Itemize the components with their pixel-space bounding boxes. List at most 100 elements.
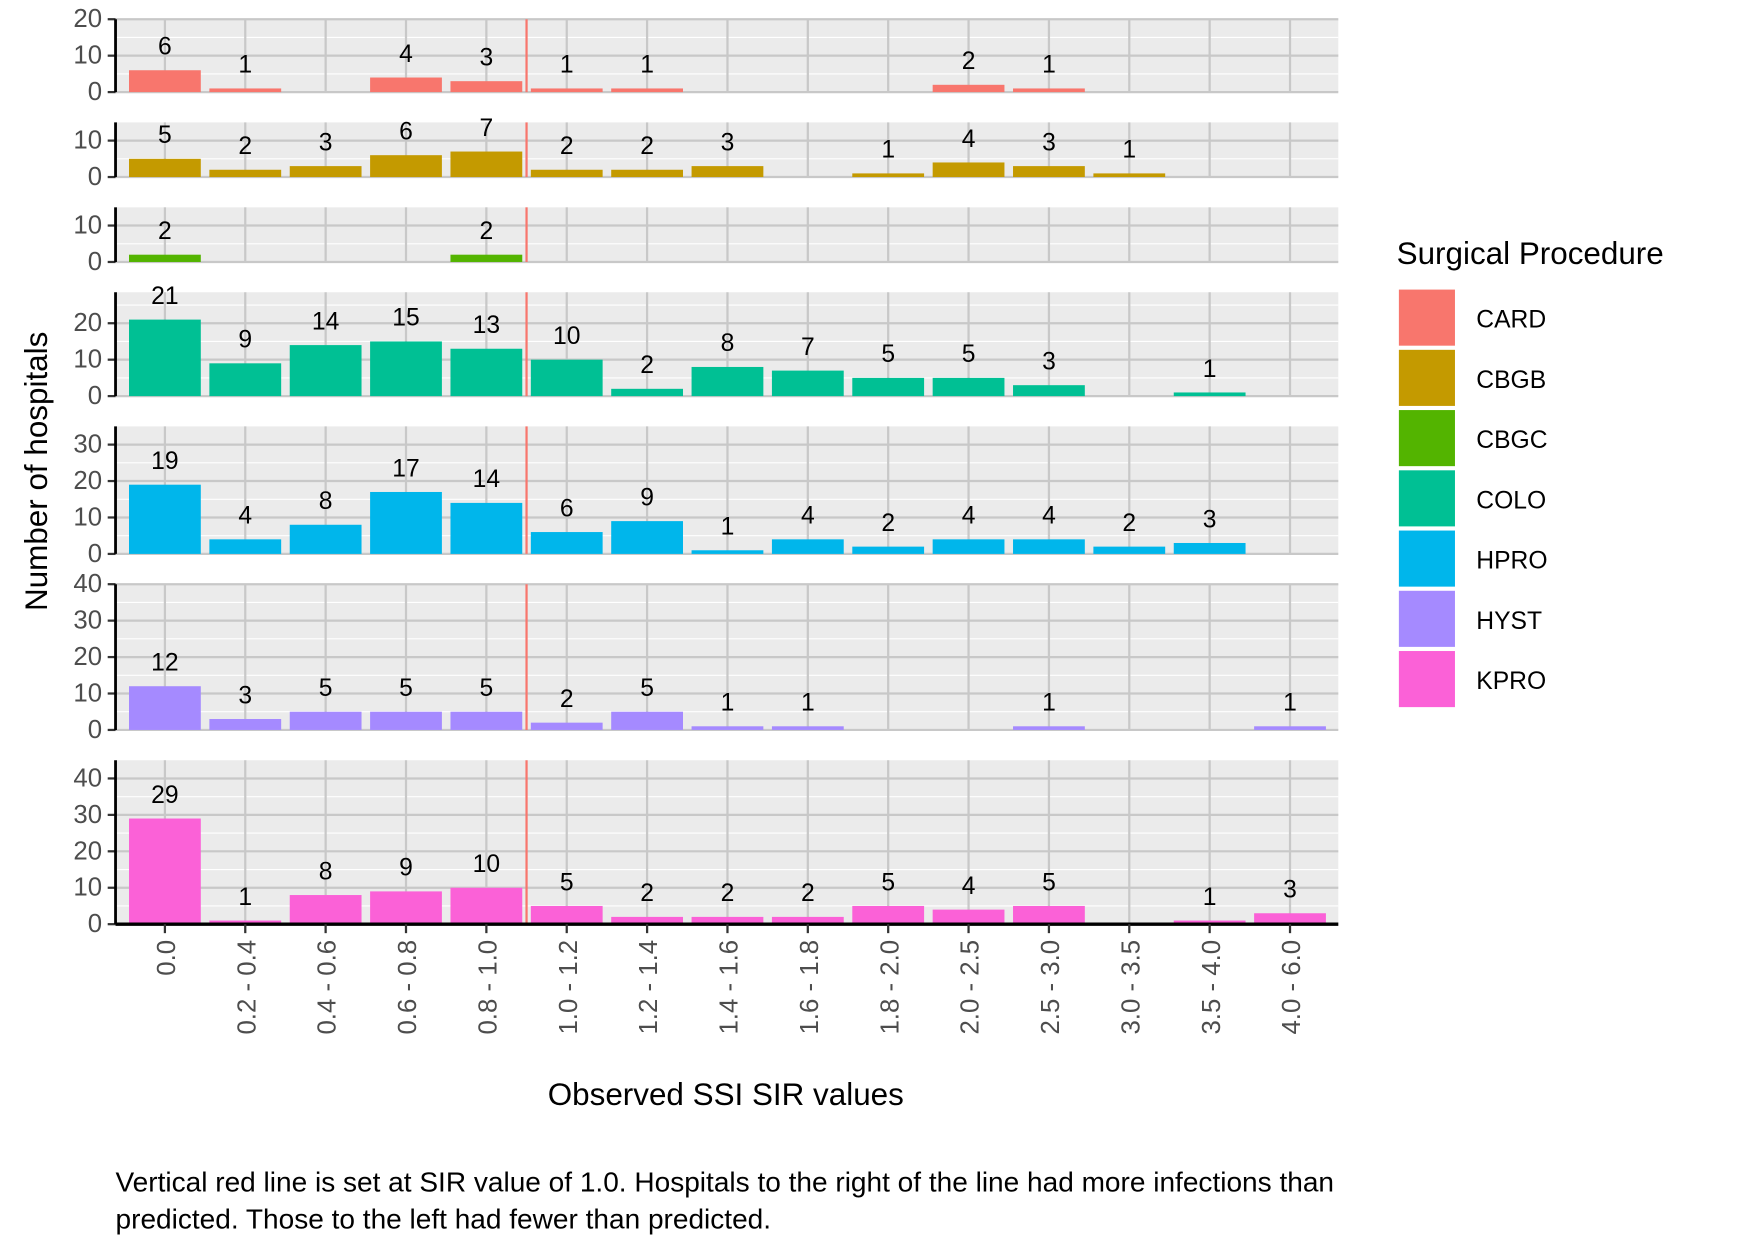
legend-swatch: [1398, 590, 1455, 647]
bar-colo: [289, 345, 362, 397]
data-label: 2: [801, 880, 815, 907]
data-label: 10: [473, 851, 500, 878]
bar-card: [530, 88, 603, 93]
bar-colo: [209, 363, 282, 397]
y-tick-label: 0: [88, 382, 102, 410]
legend-item-hpro: HPRO: [1398, 530, 1548, 587]
bar-hpro: [1093, 546, 1166, 554]
bar-colo: [771, 370, 844, 397]
data-label: 1: [1042, 52, 1056, 79]
caption-line-2: predicted. Those to the left had fewer t…: [116, 1204, 772, 1235]
bar-kpro: [530, 905, 603, 925]
bar-card: [1013, 88, 1085, 93]
bar-colo: [691, 366, 764, 397]
data-label: 8: [721, 330, 735, 357]
bar-hyst: [1254, 726, 1326, 730]
data-label: 21: [151, 283, 178, 310]
data-label: 1: [560, 52, 574, 79]
x-tick-label: 1.6 - 1.8: [796, 940, 824, 1035]
y-tick-label: 40: [73, 764, 102, 792]
y-tick-label: 20: [73, 467, 102, 495]
data-label: 2: [560, 133, 574, 160]
bar-hyst: [611, 711, 683, 730]
bar-kpro: [1013, 905, 1085, 925]
data-label: 1: [721, 514, 735, 541]
bar-kpro: [932, 909, 1005, 925]
bar-hpro: [1013, 539, 1085, 554]
bar-kpro: [1254, 913, 1326, 925]
data-label: 1: [721, 690, 735, 717]
data-label: 6: [399, 118, 413, 145]
data-label: 4: [801, 503, 815, 530]
bar-cbgb: [289, 166, 362, 178]
data-label: 10: [553, 323, 580, 350]
legend-item-kpro: KPRO: [1398, 651, 1546, 708]
y-tick-label: 0: [88, 716, 102, 744]
bar-cbgc: [450, 254, 523, 262]
bar-colo: [530, 359, 603, 397]
data-label: 3: [721, 129, 735, 156]
data-label: 6: [158, 34, 172, 61]
bar-cbgb: [932, 162, 1005, 178]
bar-card: [370, 77, 442, 93]
y-tick-label: 10: [73, 874, 102, 902]
y-tick-label: 10: [73, 127, 102, 155]
y-tick-label: 10: [73, 503, 102, 531]
y-tick-label: 0: [88, 163, 102, 191]
y-tick-label: 0: [88, 78, 102, 106]
data-label: 5: [399, 675, 413, 702]
data-label: 5: [560, 869, 574, 896]
x-tick-label: 0.4 - 0.6: [314, 940, 342, 1035]
x-tick-label: 4.0 - 6.0: [1278, 940, 1306, 1035]
bar-hpro: [1173, 542, 1246, 554]
bar-card: [611, 88, 683, 93]
x-tick-label: 3.0 - 3.5: [1117, 940, 1145, 1035]
x-tick-label: 0.6 - 0.8: [394, 940, 422, 1035]
data-label: 15: [392, 305, 419, 332]
x-tick-label: 1.4 - 1.6: [716, 940, 744, 1035]
data-label: 19: [151, 448, 178, 475]
data-label: 14: [473, 466, 500, 493]
bar-hpro: [450, 502, 523, 554]
bar-kpro: [852, 905, 925, 925]
legend-item-colo: COLO: [1398, 470, 1546, 527]
bar-card: [209, 88, 282, 93]
data-label: 3: [319, 129, 333, 156]
data-label: 5: [1042, 869, 1056, 896]
data-label: 6: [560, 495, 574, 522]
data-label: 4: [399, 41, 413, 68]
y-tick-label: 0: [88, 248, 102, 276]
bar-card: [932, 84, 1005, 93]
bar-kpro: [1173, 920, 1246, 925]
data-label: 2: [1122, 510, 1136, 537]
bar-hpro: [932, 539, 1005, 554]
legend-label: CBGC: [1476, 427, 1547, 454]
data-label: 7: [801, 334, 815, 361]
data-label: 1: [1122, 137, 1136, 164]
y-tick-label: 20: [73, 643, 102, 671]
data-label: 4: [238, 503, 252, 530]
bar-kpro: [209, 920, 282, 925]
data-label: 1: [1203, 884, 1217, 911]
bar-hyst: [530, 722, 603, 730]
data-label: 13: [473, 312, 500, 339]
y-tick-label: 10: [73, 680, 102, 708]
x-tick-label: 2.5 - 3.0: [1037, 940, 1065, 1035]
bar-hyst: [289, 711, 362, 730]
x-axis: 0.0 0.2 - 0.4 0.4 - 0.6 0.6 - 0.8 0.8 - 1.0 1…: [115, 922, 1339, 1035]
bar-hpro: [852, 546, 925, 554]
y-tick-label: 30: [73, 607, 102, 635]
bar-cbgb: [370, 155, 442, 178]
bar-colo: [450, 348, 523, 397]
data-label: 12: [151, 650, 178, 677]
legend-label: KPRO: [1476, 668, 1546, 695]
x-tick-label: 2.0 - 2.5: [957, 940, 985, 1035]
data-label: 4: [962, 126, 976, 153]
data-label: 7: [480, 115, 494, 142]
data-label: 3: [480, 44, 494, 71]
y-axis-title: Number of hospitals: [19, 332, 54, 611]
y-tick-label: 0: [88, 910, 102, 938]
data-label: 1: [1042, 690, 1056, 717]
y-tick-label: 10: [73, 42, 102, 70]
bar-hpro: [611, 521, 683, 554]
